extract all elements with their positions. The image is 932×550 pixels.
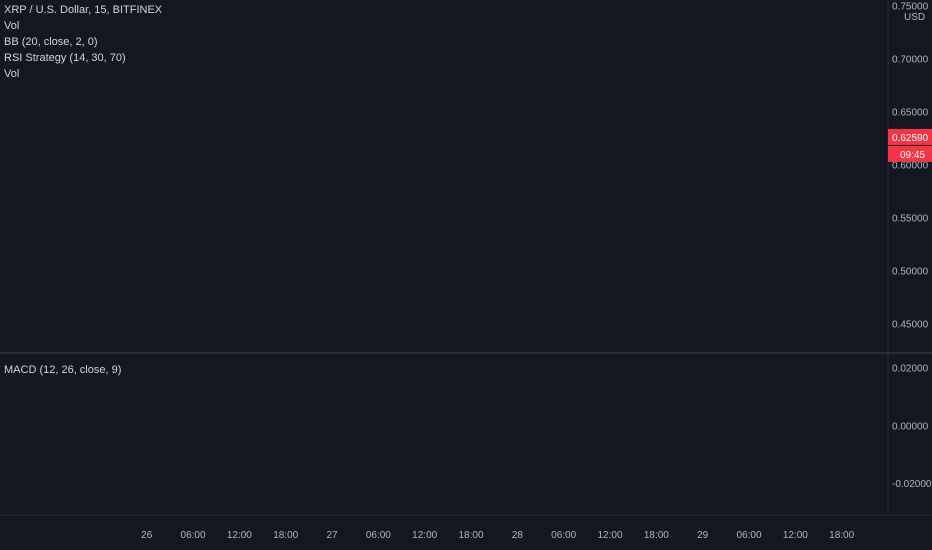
time-tick-label: 12:00: [227, 530, 252, 541]
macd-tick-label: -0.02000: [892, 479, 932, 490]
legend-symbol[interactable]: XRP / U.S. Dollar, 15, BITFINEX: [4, 4, 163, 16]
countdown-badge: [888, 145, 932, 162]
macd-tick-label: 0.02000: [892, 364, 929, 375]
last-price-badge: [888, 128, 932, 145]
time-tick-label: 18:00: [644, 530, 669, 541]
price-tick-label: 0.60000: [892, 160, 929, 171]
price-tick-label: 0.45000: [892, 319, 929, 330]
macd-legend[interactable]: MACD (12, 26, close, 9): [4, 364, 122, 376]
time-tick-label: 28: [512, 530, 524, 541]
price-tick-label: 0.65000: [892, 107, 929, 118]
time-tick-label: 18:00: [829, 530, 854, 541]
time-tick-label: 18:00: [273, 530, 298, 541]
time-tick-label: 18:00: [459, 530, 484, 541]
price-tick-label: 0.75000: [892, 1, 929, 12]
time-tick-label: 27: [326, 530, 338, 541]
time-tick-label: 06:00: [181, 530, 206, 541]
time-tick-label: 12:00: [412, 530, 437, 541]
countdown-label: 09:45: [900, 150, 925, 161]
time-tick-label: 06:00: [736, 530, 761, 541]
chart-legend: XRP / U.S. Dollar, 15, BITFINEX Vol BB (…: [4, 2, 162, 82]
legend-rsi[interactable]: RSI Strategy (14, 30, 70): [4, 52, 126, 64]
time-tick-label: 06:00: [551, 530, 576, 541]
time-tick-label: 12:00: [598, 530, 623, 541]
legend-vol[interactable]: Vol: [4, 20, 20, 32]
legend-vol-2[interactable]: Vol: [4, 68, 20, 80]
macd-tick-label: 0.00000: [892, 421, 929, 432]
currency-label: USD: [904, 12, 925, 23]
price-tick-label: 0.50000: [892, 266, 929, 277]
legend-bb[interactable]: BB (20, close, 2, 0): [4, 36, 98, 48]
time-tick-label: 12:00: [783, 530, 808, 541]
time-tick-label: 29: [697, 530, 709, 541]
last-price-label: 0.62590: [892, 133, 929, 144]
price-tick-label: 0.70000: [892, 54, 929, 65]
time-tick-label: 06:00: [366, 530, 391, 541]
price-tick-label: 0.55000: [892, 213, 929, 224]
time-tick-label: 26: [141, 530, 153, 541]
